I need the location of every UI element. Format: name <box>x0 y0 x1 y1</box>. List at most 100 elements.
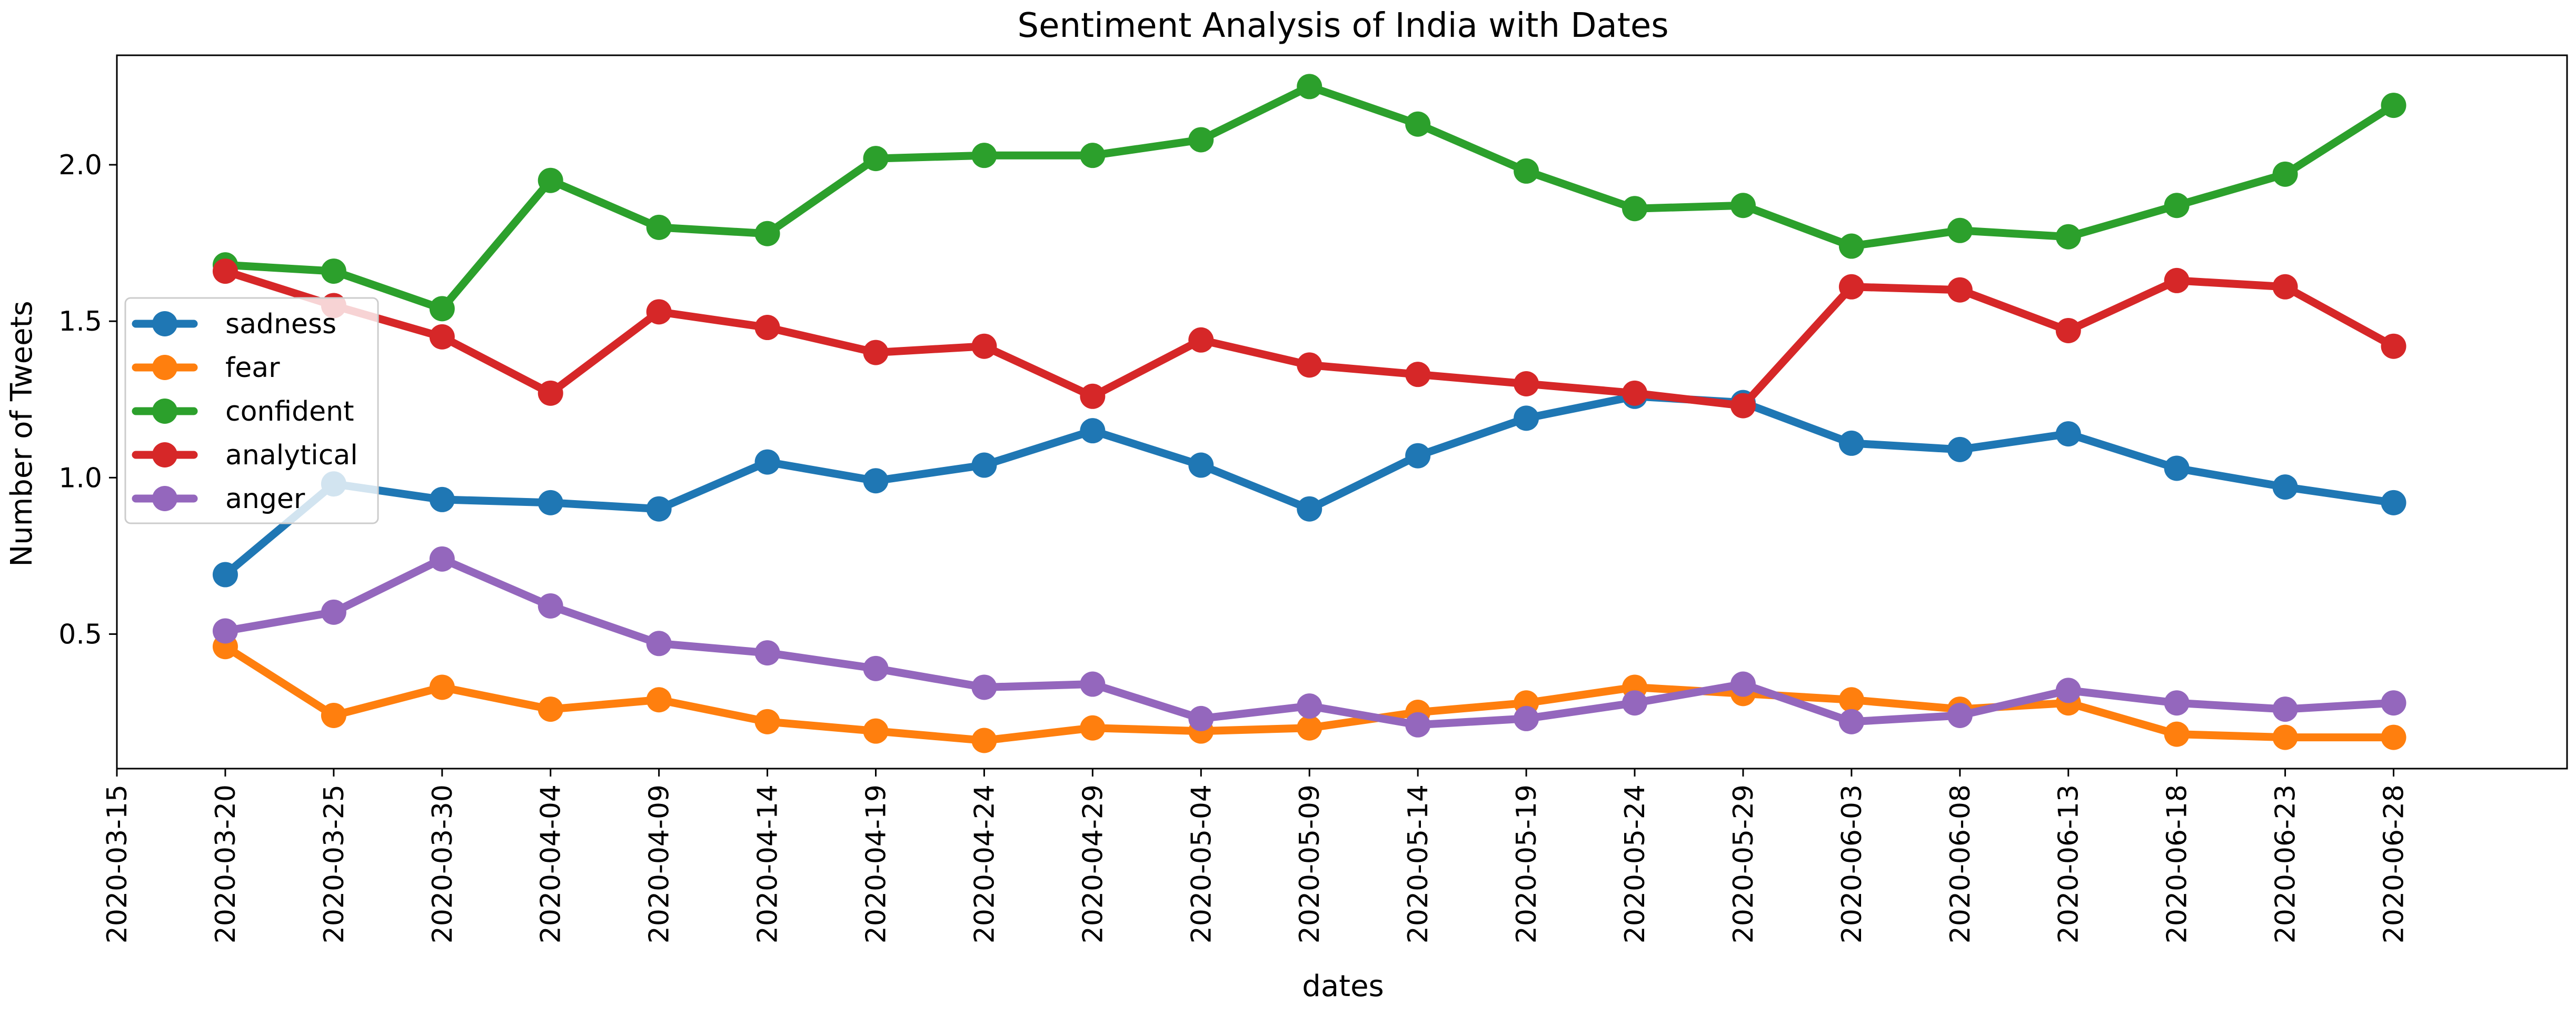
data-point-anger <box>1838 709 1864 734</box>
data-point-fear <box>1838 687 1864 713</box>
data-point-confident <box>1297 74 1322 99</box>
data-point-confident <box>1405 111 1431 137</box>
data-point-analytical <box>2055 317 2081 343</box>
data-point-sadness <box>754 449 780 475</box>
data-point-confident <box>863 146 889 172</box>
data-point-fear <box>863 718 889 744</box>
data-point-anger <box>646 631 672 656</box>
data-point-fear <box>1080 715 1106 741</box>
legend-label: analytical <box>225 440 358 471</box>
data-point-sadness <box>971 452 997 478</box>
data-point-fear <box>2164 721 2190 747</box>
data-point-analytical <box>212 258 238 284</box>
x-tick-label: 2020-03-25 <box>319 784 350 943</box>
data-point-analytical <box>1838 274 1864 300</box>
x-tick-label: 2020-04-29 <box>1077 784 1109 943</box>
data-point-analytical <box>1188 327 1214 353</box>
data-point-anger <box>754 640 780 666</box>
x-tick-label: 2020-05-09 <box>1294 784 1326 943</box>
data-point-sadness <box>646 496 672 522</box>
y-axis-label: Number of Tweets <box>5 301 39 566</box>
data-point-confident <box>971 143 997 168</box>
data-point-analytical <box>1947 277 1973 303</box>
data-point-analytical <box>646 299 672 325</box>
data-point-sadness <box>429 486 455 512</box>
data-point-anger <box>971 674 997 700</box>
legend-label: confident <box>225 396 354 427</box>
data-point-sadness <box>1514 405 1539 431</box>
data-point-anger <box>321 599 346 625</box>
data-point-fear <box>646 687 672 713</box>
data-point-analytical <box>429 324 455 350</box>
x-axis-label: dates <box>1302 969 1384 1003</box>
data-point-sadness <box>212 562 238 588</box>
data-point-anger <box>1297 693 1322 719</box>
data-point-confident <box>538 167 563 193</box>
x-tick-label: 2020-06-03 <box>1836 784 1868 943</box>
data-point-sadness <box>2164 455 2190 481</box>
x-tick-label: 2020-04-24 <box>969 784 1000 943</box>
data-point-anger <box>2381 690 2406 716</box>
data-point-confident <box>429 296 455 322</box>
x-tick-label: 2020-05-24 <box>1619 784 1651 943</box>
x-tick-label: 2020-05-19 <box>1511 784 1543 943</box>
data-point-anger <box>1405 712 1431 738</box>
data-point-confident <box>2272 161 2298 187</box>
data-point-confident <box>1622 196 1648 222</box>
data-point-anger <box>2055 678 2081 703</box>
legend-label: fear <box>225 352 280 384</box>
x-tick-label: 2020-03-30 <box>427 784 459 943</box>
data-point-analytical <box>2381 333 2406 359</box>
y-tick-label: 2.0 <box>58 150 102 181</box>
data-point-analytical <box>1297 352 1322 378</box>
data-point-anger <box>863 655 889 681</box>
x-tick-label: 2020-06-23 <box>2270 784 2302 943</box>
data-point-sadness <box>1188 452 1214 478</box>
data-point-anger <box>538 593 563 619</box>
x-tick-label: 2020-03-20 <box>210 784 242 943</box>
data-point-fear <box>2272 724 2298 750</box>
x-tick-label: 2020-04-04 <box>535 784 567 943</box>
data-point-analytical <box>863 340 889 365</box>
axes-frame <box>116 54 2568 770</box>
data-point-fear <box>1297 715 1322 741</box>
data-point-anger <box>1730 671 1756 697</box>
data-point-sadness <box>1838 430 1864 456</box>
data-point-anger <box>1514 705 1539 731</box>
data-point-confident <box>1947 217 1973 243</box>
legend-swatch-marker <box>152 355 177 380</box>
x-tick-label: 2020-06-13 <box>2053 784 2085 943</box>
data-point-sadness <box>863 468 889 494</box>
x-tick-label: 2020-05-14 <box>1403 784 1434 943</box>
chart-title: Sentiment Analysis of India with Dates <box>1017 6 1668 45</box>
data-point-anger <box>1947 702 1973 728</box>
data-point-analytical <box>754 315 780 341</box>
x-tick-label: 2020-04-14 <box>752 784 784 943</box>
x-tick-label: 2020-04-19 <box>861 784 892 943</box>
legend-swatch-marker <box>152 486 177 511</box>
data-point-confident <box>1188 127 1214 153</box>
data-point-fear <box>538 696 563 722</box>
data-point-sadness <box>1080 418 1106 444</box>
data-point-sadness <box>2272 474 2298 500</box>
data-point-confident <box>1080 143 1106 168</box>
data-point-anger <box>212 618 238 644</box>
data-point-anger <box>1080 671 1106 697</box>
data-point-sadness <box>538 490 563 515</box>
data-point-confident <box>2164 193 2190 218</box>
data-point-confident <box>321 258 346 284</box>
data-point-confident <box>2055 224 2081 250</box>
data-point-analytical <box>1405 362 1431 387</box>
legend-label: sadness <box>225 309 336 340</box>
data-point-confident <box>1730 193 1756 218</box>
data-point-fear <box>429 674 455 700</box>
y-tick-label: 0.5 <box>58 619 102 650</box>
data-point-analytical <box>1730 393 1756 419</box>
data-point-confident <box>754 221 780 246</box>
plot-area: 0.5 1.0 1.5 2.0 2020-03-15 2020-03-20 2020-03-… <box>58 54 2568 943</box>
data-point-anger <box>2272 696 2298 722</box>
data-point-sadness <box>1297 496 1322 522</box>
y-tick-label: 1.5 <box>58 306 102 337</box>
